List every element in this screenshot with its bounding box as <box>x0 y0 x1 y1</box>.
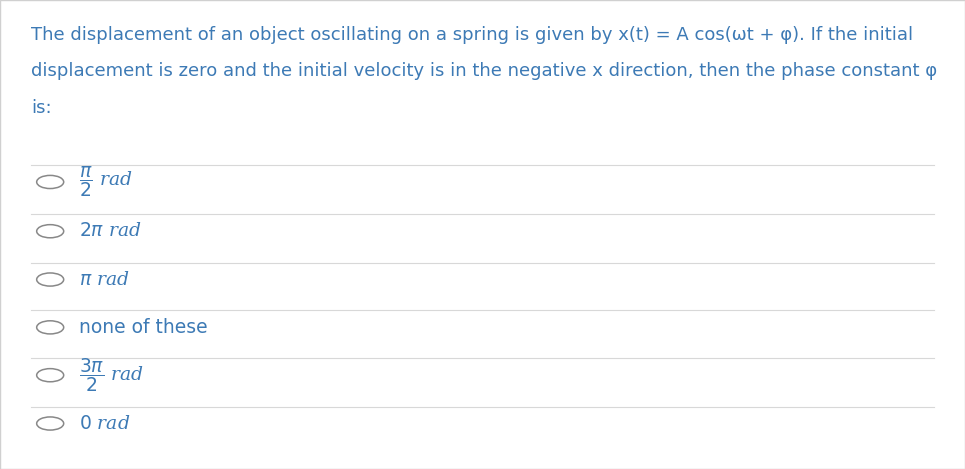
Text: is:: is: <box>31 99 51 117</box>
Text: $\dfrac{\pi}{2}$ rad: $\dfrac{\pi}{2}$ rad <box>79 165 133 199</box>
Text: displacement is zero and the initial velocity is in the negative x direction, th: displacement is zero and the initial vel… <box>31 62 937 80</box>
Text: none of these: none of these <box>79 318 207 337</box>
Text: $2\pi$ rad: $2\pi$ rad <box>79 222 142 240</box>
Text: $\pi$ rad: $\pi$ rad <box>79 271 129 288</box>
Text: The displacement of an object oscillating on a spring is given by x(t) = A cos(ω: The displacement of an object oscillatin… <box>31 26 913 44</box>
Text: $0$ rad: $0$ rad <box>79 415 130 432</box>
Text: $\dfrac{3\pi}{2}$ rad: $\dfrac{3\pi}{2}$ rad <box>79 356 144 394</box>
